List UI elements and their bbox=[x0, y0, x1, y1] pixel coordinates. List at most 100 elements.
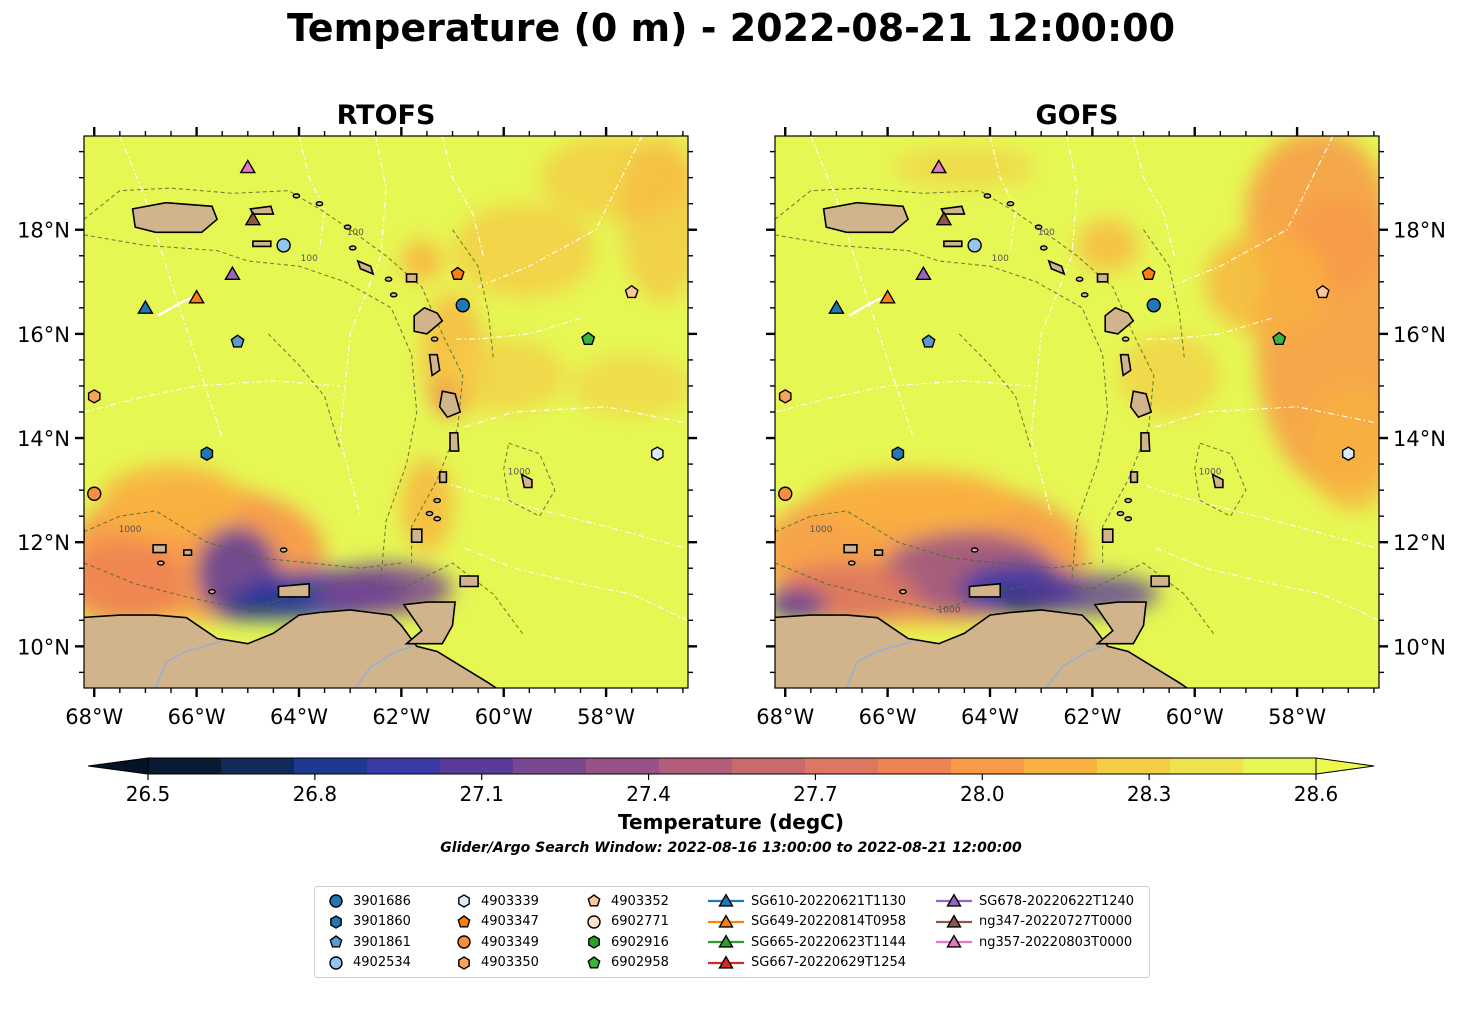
lat-tick-label: 10°N bbox=[1393, 635, 1446, 659]
legend-marker-pentagon-icon bbox=[587, 955, 601, 969]
bathymetry-contour bbox=[84, 234, 418, 579]
legend-symbol bbox=[718, 934, 734, 948]
marker-SG610-20220621T1130 bbox=[137, 299, 154, 314]
eez-boundary-line bbox=[1030, 136, 1078, 517]
island-bonaire bbox=[775, 528, 776, 541]
eez-boundary-line bbox=[462, 406, 684, 429]
contour-label: 100 bbox=[347, 228, 364, 238]
legend-symbol bbox=[718, 893, 734, 907]
island-la-orchila bbox=[873, 549, 884, 557]
lat-tick-label: 14°N bbox=[17, 427, 70, 451]
marker-SG649-20220814T0958 bbox=[879, 289, 896, 304]
small-island bbox=[1116, 510, 1125, 517]
island-st-vincent bbox=[438, 471, 448, 484]
island-guadeloupe bbox=[1104, 306, 1135, 335]
south-america-landmass bbox=[84, 609, 498, 688]
legend-label: 3901861 bbox=[353, 934, 411, 950]
legend-label: 4903352 bbox=[611, 893, 669, 909]
island-virgin-islands bbox=[940, 205, 966, 215]
river bbox=[155, 640, 223, 688]
small-island bbox=[899, 588, 907, 595]
eez-boundary-line bbox=[84, 380, 340, 413]
eez-boundary-line bbox=[775, 380, 1031, 413]
legend-label: ng357-20220803T0000 bbox=[979, 934, 1133, 950]
small-island bbox=[348, 245, 357, 251]
legend-item: 4902534 bbox=[325, 953, 411, 973]
panel-title-gofs: GOFS bbox=[1035, 100, 1119, 131]
river bbox=[354, 645, 412, 688]
lat-tick-label: 10°N bbox=[17, 635, 70, 659]
legend-label: 4902534 bbox=[353, 955, 411, 970]
island-guadeloupe bbox=[413, 306, 444, 335]
island-grenada bbox=[410, 528, 423, 544]
contour-label: 1000 bbox=[119, 525, 142, 535]
contour-label: 100 bbox=[1038, 228, 1055, 238]
glider-track bbox=[157, 296, 193, 317]
legend-marker-pentagon-icon bbox=[587, 894, 601, 907]
marker-4903347 bbox=[1141, 266, 1156, 280]
bathymetry-contour bbox=[775, 510, 1093, 569]
island-puerto-rico bbox=[822, 201, 910, 234]
island-los-roques bbox=[843, 543, 858, 554]
legend-symbol bbox=[588, 935, 600, 949]
marker-4903339 bbox=[1341, 446, 1355, 461]
eez-boundary-line bbox=[989, 136, 1017, 251]
legend-item: 4903349 bbox=[453, 932, 539, 952]
bathymetry-contour bbox=[503, 442, 556, 517]
marker-3901861 bbox=[921, 334, 936, 348]
small-island bbox=[1034, 224, 1043, 230]
legend-marker-hexagon-icon bbox=[330, 914, 342, 929]
legend-item: SG649-20220814T0958 bbox=[707, 912, 906, 932]
marker-3901860 bbox=[891, 446, 905, 461]
island-barbados bbox=[520, 473, 533, 489]
legend-symbol bbox=[946, 934, 962, 948]
eez-boundary-line bbox=[298, 136, 326, 251]
island-st-kitts bbox=[1047, 259, 1066, 276]
island-grenada bbox=[1101, 528, 1114, 544]
eez-boundary-line bbox=[119, 136, 223, 439]
island-tobago bbox=[459, 575, 479, 588]
marker-4903349 bbox=[87, 486, 102, 501]
small-island bbox=[384, 276, 393, 282]
lat-tick-label: 18°N bbox=[17, 219, 70, 243]
legend-marker-circle-icon bbox=[329, 955, 343, 970]
lat-tick-label: 16°N bbox=[1393, 323, 1446, 347]
eez-boundary-line bbox=[441, 136, 484, 256]
eez-boundary-line bbox=[452, 317, 581, 340]
lon-tick-label: 66°W bbox=[859, 705, 917, 729]
island-trinidad bbox=[1093, 601, 1147, 645]
contour-label: 100 bbox=[992, 254, 1009, 264]
legend-marker-circle-icon bbox=[329, 894, 343, 908]
small-island bbox=[983, 193, 992, 199]
legend-marker-pentagon-icon bbox=[329, 935, 343, 948]
island-antigua bbox=[1096, 273, 1109, 283]
panel-title-rtofs: RTOFS bbox=[336, 100, 436, 131]
legend-item: 4903350 bbox=[453, 953, 539, 973]
contour-label: 1000 bbox=[938, 605, 961, 615]
eez-boundary-line bbox=[1153, 546, 1379, 621]
eez-boundary-line bbox=[810, 136, 914, 439]
legend: 3901686 3901860 3901861 4902534 4903339 49033… bbox=[314, 886, 1150, 978]
lon-tick-label: 66°W bbox=[168, 705, 226, 729]
small-island bbox=[315, 200, 324, 207]
eez-boundary-line bbox=[1153, 406, 1375, 429]
legend-item: SG678-20220622T1240 bbox=[935, 891, 1134, 911]
legend-symbol bbox=[587, 955, 601, 969]
legend-marker-hexagon-icon bbox=[588, 935, 600, 949]
island-dominica bbox=[428, 353, 441, 377]
legend-label: SG667-20220629T1254 bbox=[751, 955, 907, 970]
eez-boundary-line bbox=[462, 546, 688, 621]
eez-boundary-line bbox=[1143, 317, 1272, 340]
legend-item: 4903352 bbox=[583, 891, 669, 911]
axes-ticks-rtofs: 68°W 66°W 64°W 62°W 60°W 58°W 18°N 16°N 14°N 12°N… bbox=[17, 127, 697, 729]
island-antigua bbox=[405, 273, 418, 283]
legend-marker-pentagon-icon bbox=[457, 914, 471, 928]
axes-ticks-gofs: 68°W 66°W 64°W 62°W 60°W 58°W 18°N 16°N 14°N 12°N… bbox=[756, 127, 1446, 729]
island-st-kitts bbox=[356, 259, 375, 276]
legend-item: SG667-20220629T1254 bbox=[707, 953, 906, 973]
small-island bbox=[425, 510, 434, 517]
bathymetry-contour bbox=[267, 333, 341, 449]
small-island bbox=[208, 588, 216, 595]
marker-6902958 bbox=[581, 331, 596, 346]
lon-tick-label: 64°W bbox=[961, 705, 1019, 729]
